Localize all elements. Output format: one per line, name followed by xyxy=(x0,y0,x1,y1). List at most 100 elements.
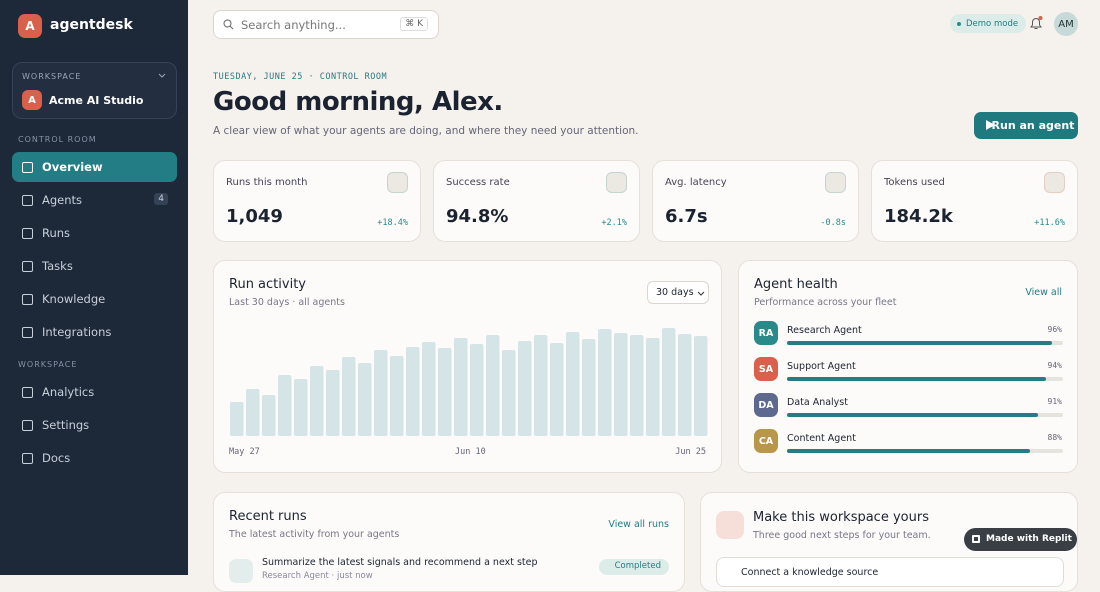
stat-change: +18.4% xyxy=(377,218,408,228)
bar xyxy=(662,328,676,436)
bar xyxy=(614,333,628,436)
x-label: Jun 25 xyxy=(675,447,706,457)
nav-item[interactable]: Docs xyxy=(12,443,177,473)
stat-icon xyxy=(825,172,846,193)
nav-badge: 4 xyxy=(154,193,168,205)
nav-icon xyxy=(22,327,33,338)
score-track xyxy=(787,341,1063,345)
nav-label: Settings xyxy=(42,418,90,432)
eyebrow: TUESDAY, JUNE 25 · CONTROL ROOM xyxy=(213,72,388,82)
bar xyxy=(598,329,612,436)
bar xyxy=(390,356,404,436)
bar xyxy=(694,336,708,436)
nav-item[interactable]: Knowledge xyxy=(12,284,177,314)
stat-change: +2.1% xyxy=(601,218,627,228)
notifications[interactable] xyxy=(1028,15,1044,31)
nav-icon xyxy=(22,162,33,173)
bar xyxy=(678,334,692,436)
agent-name: Support Agent xyxy=(787,361,856,372)
nav-item[interactable]: Agents 4 xyxy=(12,185,177,215)
run-title: Summarize the latest signals and recomme… xyxy=(262,557,538,568)
bar xyxy=(518,341,532,436)
nav-icon xyxy=(22,261,33,272)
stat-label: Runs this month xyxy=(226,177,308,188)
stat-card: Runs this month 1,049 +18.4% xyxy=(213,160,421,242)
section-label: WORKSPACE xyxy=(18,360,78,369)
nav-icon xyxy=(22,195,33,206)
nav-item[interactable]: Tasks xyxy=(12,251,177,281)
nav-icon xyxy=(22,294,33,305)
stat-value: 1,049 xyxy=(226,206,283,227)
agent-score: 91% xyxy=(1047,397,1062,406)
workspace-switcher[interactable]: WORKSPACE A Acme AI Studio xyxy=(12,62,177,119)
agent-avatar: CA xyxy=(754,429,778,453)
card-subtitle: Three good next steps for your team. xyxy=(753,530,931,541)
bar xyxy=(486,335,500,436)
stat-card: Success rate 94.8% +2.1% xyxy=(433,160,640,242)
nav-icon xyxy=(22,453,33,464)
badge-icon xyxy=(972,535,980,543)
bar xyxy=(342,357,356,436)
bar xyxy=(502,350,516,436)
replit-badge[interactable]: Made with Replit xyxy=(964,528,1077,551)
logo: A xyxy=(18,14,42,38)
agent-avatar: DA xyxy=(754,393,778,417)
bar xyxy=(230,402,244,436)
x-label: Jun 10 xyxy=(455,447,486,457)
bar xyxy=(566,332,580,436)
stat-card: Tokens used 184.2k +11.6% xyxy=(871,160,1078,242)
bar xyxy=(630,335,644,436)
demo-badge: Demo mode xyxy=(950,14,1027,33)
run-agent-button[interactable]: Run an agent xyxy=(974,112,1078,139)
view-all-runs-link[interactable]: View all runs xyxy=(608,519,669,530)
bar xyxy=(534,335,548,436)
search[interactable]: Search anything... ⌘ K xyxy=(213,10,439,39)
bar xyxy=(374,350,388,436)
nav-item[interactable]: Settings xyxy=(12,410,177,440)
agent-name: Data Analyst xyxy=(787,397,848,408)
agent-name: Research Agent xyxy=(787,325,862,336)
agent-name: Content Agent xyxy=(787,433,856,444)
bar-chart xyxy=(230,328,708,436)
greeting: Good morning, Alex. xyxy=(213,87,503,117)
stat-label: Avg. latency xyxy=(665,177,727,188)
agent-score: 96% xyxy=(1047,325,1062,334)
nav-label: Runs xyxy=(42,226,71,240)
workspace-name: Acme AI Studio xyxy=(49,94,144,107)
nav-item[interactable]: Runs xyxy=(12,218,177,248)
card-subtitle: Last 30 days · all agents xyxy=(229,297,345,308)
x-label: May 27 xyxy=(229,447,260,457)
nav-item[interactable]: Overview xyxy=(12,152,177,182)
agent-health-card: Agent health Performance across your fle… xyxy=(738,260,1078,473)
range-label: 30 days xyxy=(656,287,694,298)
agent-score: 88% xyxy=(1047,433,1062,442)
bar xyxy=(438,348,452,436)
bar xyxy=(422,342,436,436)
bar xyxy=(550,343,564,436)
bar xyxy=(310,366,324,436)
stat-value: 94.8% xyxy=(446,206,509,227)
nav-item[interactable]: Analytics xyxy=(12,377,177,407)
brand: agentdesk xyxy=(50,17,133,33)
search-placeholder: Search anything... xyxy=(241,18,346,32)
nav-label: Analytics xyxy=(42,385,95,399)
setup-step[interactable]: Connect a knowledge source xyxy=(716,557,1064,587)
nav-item[interactable]: Integrations xyxy=(12,317,177,347)
workspace-label: WORKSPACE xyxy=(22,72,82,81)
stat-icon xyxy=(1044,172,1065,193)
run-meta: Research Agent · just now xyxy=(262,571,373,581)
avatar[interactable]: AM xyxy=(1054,12,1078,36)
agent-avatar: RA xyxy=(754,321,778,345)
bar xyxy=(326,370,340,436)
bar xyxy=(358,363,372,436)
score-track xyxy=(787,413,1063,417)
view-all-link[interactable]: View all xyxy=(1025,287,1062,298)
shortcut: ⌘ K xyxy=(400,17,428,31)
stat-icon xyxy=(387,172,408,193)
step-label: Connect a knowledge source xyxy=(741,567,879,578)
bar xyxy=(278,375,292,436)
run-icon xyxy=(229,559,253,583)
range-select[interactable]: 30 days xyxy=(647,281,709,304)
